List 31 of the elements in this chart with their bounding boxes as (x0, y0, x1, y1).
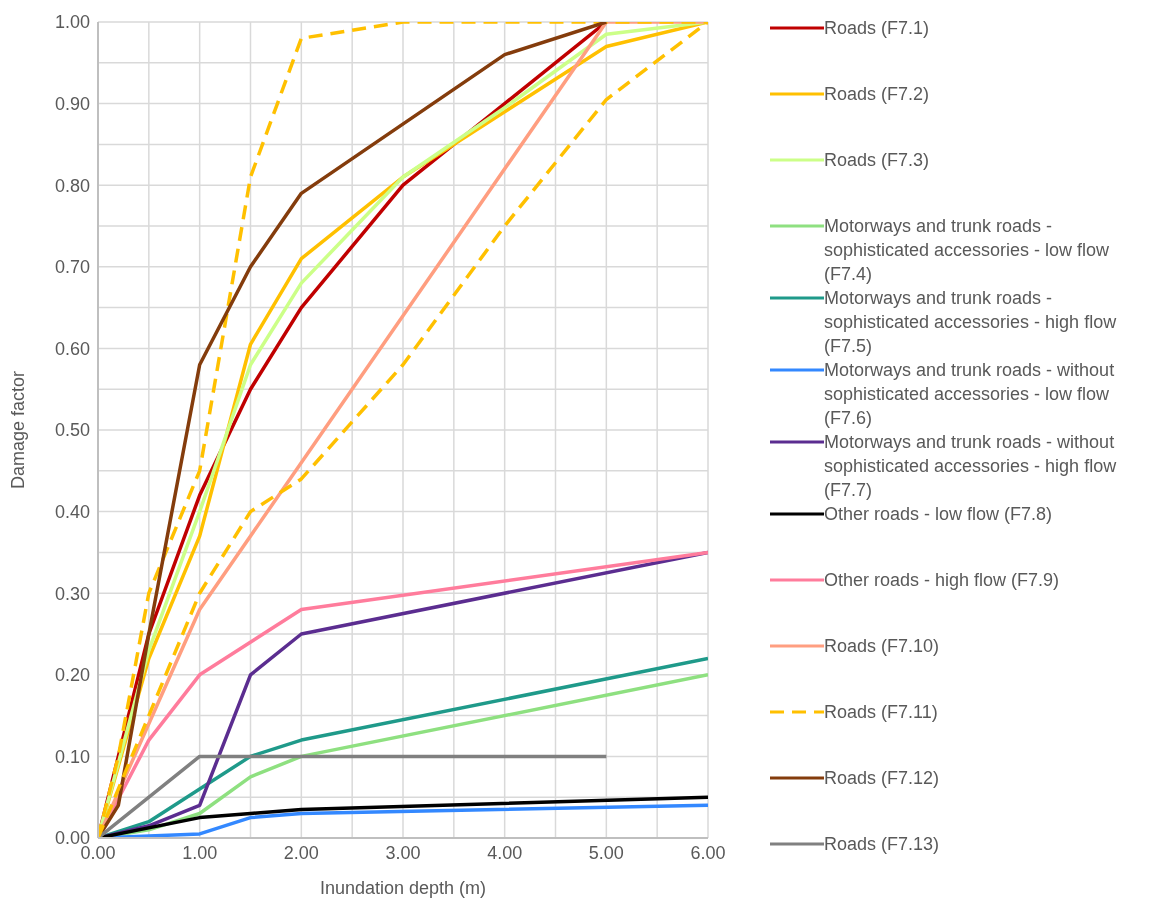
x-tick-label: 5.00 (588, 842, 624, 863)
legend-label: Other roads - low flow (F7.8) (824, 503, 1053, 526)
legend-label: Roads (F7.13) (824, 833, 940, 856)
legend-label: Roads (F7.1) (824, 17, 930, 40)
x-tick-label: 2.00 (283, 842, 319, 863)
x-tick-label: 6.00 (690, 842, 726, 863)
legend-label: Motorways and trunk roads - without sophisticated accessories - low flow (F7.6) (824, 359, 1116, 430)
y-tick-label: 0.80 (54, 175, 90, 196)
y-tick-label: 0.10 (54, 746, 90, 767)
x-axis-title: Inundation depth (m) (319, 878, 487, 898)
y-tick-label: 0.50 (54, 420, 90, 441)
legend-label: Roads (F7.2) (824, 83, 930, 106)
y-tick-label: 0.60 (54, 338, 90, 359)
y-axis-title: Damage factor (8, 370, 29, 490)
legend-label: Roads (F7.3) (824, 149, 930, 172)
legend-label: Roads (F7.11) (824, 701, 938, 724)
legend-label: Roads (F7.10) (824, 635, 940, 658)
x-tick-label: 4.00 (487, 842, 523, 863)
y-tick-label: 1.00 (54, 12, 90, 33)
legend-label: Roads (F7.12) (824, 767, 940, 790)
y-tick-label: 0.90 (54, 93, 90, 114)
y-tick-label: 0.30 (54, 583, 90, 604)
legend-label: Motorways and trunk roads - sophisticated accessories - high flow (F7.5) (824, 287, 1118, 358)
x-tick-label: 3.00 (385, 842, 421, 863)
x-tick-label: 1.00 (182, 842, 218, 863)
y-tick-label: 0.20 (54, 665, 90, 686)
legend-label: Motorways and trunk roads - without sophisticated accessories - high flow (F7.7) (824, 431, 1118, 502)
y-tick-label: 0.70 (54, 257, 90, 278)
legend-label: Motorways and trunk roads - sophisticated accessories - low flow (F7.4) (824, 215, 1111, 286)
legend-label: Other roads - high flow (F7.9) (824, 569, 1060, 592)
y-tick-label: 0.40 (54, 501, 90, 522)
